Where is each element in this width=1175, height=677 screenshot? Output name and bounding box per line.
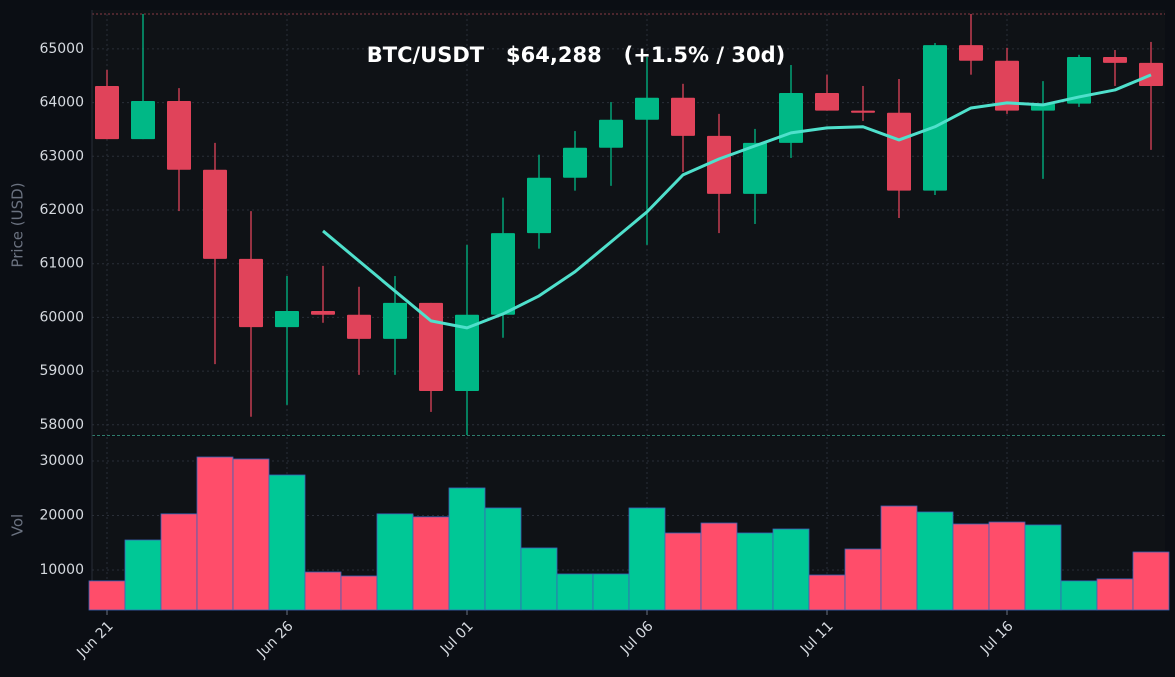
candle-body [527, 177, 551, 234]
x-tick-label: Jun 21 [73, 618, 116, 661]
candle-body [455, 314, 479, 391]
volume-bar [556, 573, 594, 611]
candle-body [671, 97, 695, 136]
volume-bar [232, 458, 270, 611]
candle-body [239, 258, 263, 328]
volume-bar [1096, 578, 1134, 611]
moving-average-line [322, 73, 1152, 330]
candle-body [779, 92, 803, 143]
volume-bar [1024, 524, 1062, 611]
volume-bar [988, 521, 1026, 611]
y-tick-label: 60000 [39, 309, 84, 325]
volume-bar [700, 522, 738, 611]
y-tick-label: 62000 [39, 202, 84, 218]
candle-body [599, 119, 623, 148]
x-tick-label: Jul 16 [977, 618, 1017, 658]
volume-axis-label: Vol [9, 514, 27, 536]
volume-bar [520, 547, 558, 611]
y-tick-label: 10000 [39, 562, 84, 578]
volume-bar [340, 575, 378, 611]
x-tick-label: Jun 26 [253, 618, 296, 661]
volume-bar [196, 456, 234, 611]
volume-bar [772, 528, 810, 611]
volume-bar [304, 571, 342, 611]
candle-body [1139, 62, 1163, 86]
chart-title: BTC/USDT $64,288 (+1.5% / 30d) [367, 43, 785, 67]
volume-bar [808, 574, 846, 611]
x-tick-label: Jul 11 [797, 618, 837, 658]
volume-bar [376, 513, 414, 611]
candle-body [167, 100, 191, 170]
x-tick-label: Jul 01 [437, 618, 477, 658]
candle-body [851, 110, 875, 113]
candle-body [923, 45, 947, 191]
candle-body [131, 100, 155, 140]
y-tick-label: 30000 [39, 453, 84, 469]
candle-body [491, 233, 515, 315]
candle-body [383, 302, 407, 339]
y-tick-label: 59000 [39, 363, 84, 379]
y-tick-label: 64000 [39, 95, 84, 111]
candle-body [419, 302, 443, 391]
y-tick-label: 61000 [39, 256, 84, 272]
candle-body [743, 142, 767, 194]
candle-body [887, 112, 911, 191]
volume-bar [736, 532, 774, 611]
volume-bar [628, 507, 666, 611]
candle-body [275, 310, 299, 328]
candle-body [1103, 56, 1127, 63]
y-axis-label: Price (USD) [9, 182, 27, 267]
volume-bar [880, 505, 918, 611]
candle-body [1067, 56, 1091, 104]
volume-bar [952, 523, 990, 611]
volume-bar [88, 580, 126, 611]
volume-bar [916, 511, 954, 611]
candle-body [203, 169, 227, 259]
candle-body [347, 314, 371, 339]
y-tick-label: 20000 [39, 507, 84, 523]
candle-body [95, 85, 119, 140]
candle-body [707, 135, 731, 194]
candle-body [635, 97, 659, 120]
volume-bar [448, 487, 486, 611]
volume-bar [124, 539, 162, 611]
volume-bar [664, 532, 702, 611]
volume-bar [1132, 551, 1170, 611]
volume-bar [484, 507, 522, 611]
volume-bar [592, 573, 630, 611]
x-tick-label: Jul 06 [617, 618, 657, 658]
candle-body [995, 60, 1019, 111]
candle-body [563, 147, 587, 178]
volume-bar [268, 474, 306, 611]
candle-body [815, 92, 839, 111]
volume-bar [160, 513, 198, 611]
y-tick-label: 63000 [39, 148, 84, 164]
volume-bar [1060, 580, 1098, 611]
y-tick-label: 58000 [39, 417, 84, 433]
candle-body [959, 45, 983, 61]
price-panel [92, 10, 1165, 435]
y-tick-label: 65000 [39, 41, 84, 57]
volume-bar [412, 516, 450, 611]
candle-body [311, 310, 335, 315]
volume-bar [844, 548, 882, 611]
